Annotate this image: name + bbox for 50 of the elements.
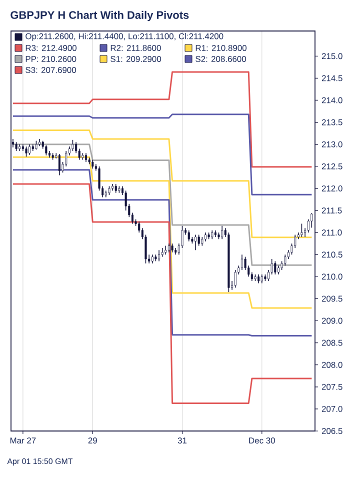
candlestick [234, 270, 236, 288]
x-tick-label: Dec 30 [249, 438, 275, 444]
y-tick-label: 212.0 [322, 185, 342, 192]
x-tick-label: 31 [178, 438, 187, 444]
candlestick [158, 250, 160, 262]
candlestick [188, 230, 190, 242]
y-tick-label: 207.5 [322, 384, 342, 390]
y-tick-label: 210.5 [322, 252, 342, 258]
y-tick-label: 207.0 [322, 406, 342, 412]
y-tick-label: 214.5 [322, 75, 342, 82]
y-tick-label: 213.0 [322, 141, 342, 148]
legend-label: R2: 211.8600 [110, 45, 161, 51]
y-tick-label: 208.0 [322, 362, 342, 368]
candlestick [72, 140, 74, 152]
legend-label: S2: 208.6600 [196, 56, 246, 62]
y-tick-label: 210.0 [322, 274, 342, 280]
chart-title: GBPJPY H Chart With Daily Pivots [10, 10, 189, 22]
legend-label: S3: 207.6900 [26, 67, 76, 73]
candlestick [300, 223, 303, 238]
candlestick [274, 260, 276, 275]
candlestick [310, 212, 313, 228]
y-tick-label: 209.0 [322, 318, 342, 324]
candlestick [45, 144, 48, 156]
candlestick [194, 234, 197, 251]
y-tick-label: 209.5 [322, 296, 342, 302]
y-tick-label: 211.0 [322, 230, 342, 236]
y-tick-label: 214.0 [322, 97, 342, 104]
legend-label: PP: 210.2600 [26, 56, 76, 62]
x-tick-label: Mar 27 [10, 438, 36, 444]
y-tick-label: 206.5 [322, 428, 342, 434]
candlestick [221, 226, 224, 240]
legend-label: R3: 212.4900 [26, 45, 76, 51]
candlestick [198, 234, 200, 246]
y-tick-label: 211.5 [322, 207, 342, 214]
y-tick-label: 215.0 [322, 53, 342, 60]
candlestick [240, 254, 244, 270]
legend-label: Op:211.2600, Hi:211.4400, Lo:211.1100, Cl:211.4200 [26, 33, 224, 41]
candlestick [284, 254, 286, 266]
y-tick-label: 208.5 [322, 340, 342, 346]
candlestick [75, 142, 78, 154]
candlestick [28, 144, 31, 156]
legend-label: S1: 209.2900 [110, 56, 162, 62]
legend-label: R1: 210.8900 [196, 45, 246, 51]
y-tick-label: 213.5 [322, 119, 342, 126]
x-tick-label: 29 [88, 438, 97, 444]
candlestick [25, 146, 28, 158]
candlestick [58, 154, 60, 176]
candlestick [294, 234, 296, 248]
candlestick [65, 150, 68, 167]
y-tick-label: 212.5 [322, 163, 342, 170]
